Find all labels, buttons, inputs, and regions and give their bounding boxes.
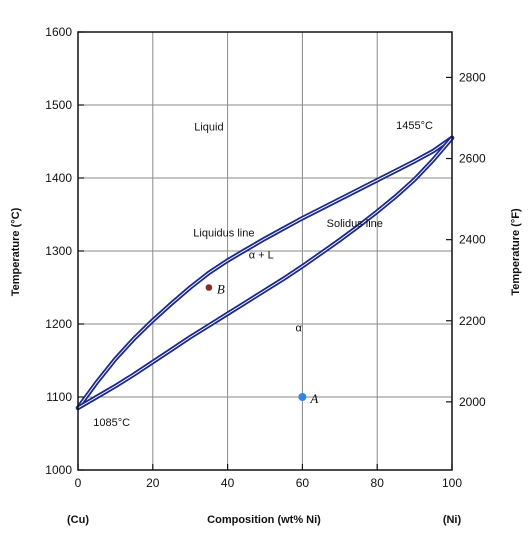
x-tick-label: 0	[75, 476, 82, 490]
point-a-label: A	[309, 391, 318, 406]
x-tick-label: 60	[296, 476, 310, 490]
y-tick-label: 1600	[45, 25, 72, 39]
x-tick-label: 100	[442, 476, 462, 490]
y2-tick-label: 2600	[459, 152, 486, 166]
x-tick-label: 20	[146, 476, 160, 490]
y-tick-label: 1300	[45, 244, 72, 258]
point-b	[205, 284, 213, 291]
y-tick-label: 1100	[46, 390, 72, 404]
annotation-label: 1085°C	[93, 417, 130, 429]
annotation-label: α	[295, 322, 302, 334]
point-b-label: B	[217, 282, 225, 297]
y2-tick-label: 2400	[459, 233, 486, 247]
grid-lines	[78, 32, 452, 470]
annotation-label: α + L	[249, 249, 274, 261]
y2-axis-title: Temperature (°F)	[510, 208, 522, 296]
x-axis-right-end-label: (Ni)	[443, 514, 462, 526]
y2-tick-label: 2000	[459, 395, 486, 409]
solidus-line-highlight	[77, 137, 453, 409]
phase-curves	[75, 135, 455, 411]
annotation-label: Liquidus line	[193, 227, 254, 239]
annotation-label: Solidus line	[327, 218, 383, 230]
y2-tick-label: 2800	[459, 70, 486, 84]
x-tick-label: 80	[371, 476, 385, 490]
y-tick-label: 1200	[45, 317, 72, 331]
y-tick-label: 1500	[45, 98, 72, 112]
point-a	[298, 393, 307, 401]
annotations: Liquid Liquidus line α + L Solidus line α 145…	[93, 120, 433, 429]
x-tick-label: 40	[221, 476, 235, 490]
annotation-label: 1455°C	[396, 120, 433, 132]
annotation-label: Liquid	[194, 122, 223, 134]
x-axis-left-end-label: (Cu)	[67, 514, 89, 526]
data-points: AB	[205, 282, 318, 406]
y2-tick-label: 2200	[459, 314, 486, 328]
tick-marks	[77, 31, 453, 471]
y-tick-label: 1000	[45, 463, 72, 477]
y-axis-title: Temperature (°C)	[10, 207, 22, 296]
tick-labels: 0 20 40 60 80 100 1000 1100 1200 1300 1400 1500 1600…	[45, 25, 486, 490]
x-axis-title: Composition (wt% Ni)	[207, 514, 321, 526]
liquidus-line-highlight	[77, 137, 453, 409]
y-tick-label: 1400	[45, 171, 72, 185]
